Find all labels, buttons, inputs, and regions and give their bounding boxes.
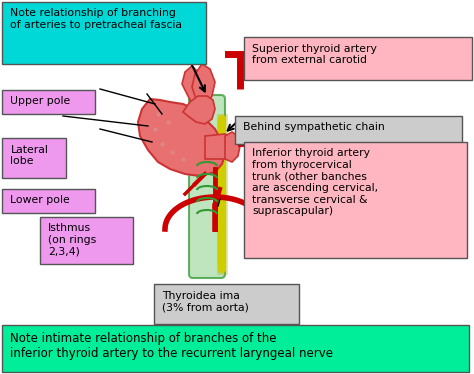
FancyBboxPatch shape bbox=[40, 217, 133, 264]
Polygon shape bbox=[138, 99, 225, 176]
FancyBboxPatch shape bbox=[154, 284, 299, 324]
FancyBboxPatch shape bbox=[2, 138, 66, 178]
Text: Lateral
lobe: Lateral lobe bbox=[10, 145, 48, 166]
Text: Behind sympathetic chain: Behind sympathetic chain bbox=[243, 122, 384, 132]
Text: Thyroidea ima
(3% from aorta): Thyroidea ima (3% from aorta) bbox=[162, 291, 249, 312]
FancyBboxPatch shape bbox=[2, 189, 95, 213]
FancyBboxPatch shape bbox=[244, 37, 472, 80]
FancyBboxPatch shape bbox=[2, 90, 95, 114]
Text: Note intimate relationship of branches of the
inferior thyroid artery to the rec: Note intimate relationship of branches o… bbox=[10, 332, 333, 360]
Polygon shape bbox=[183, 96, 215, 124]
FancyBboxPatch shape bbox=[2, 2, 206, 64]
Polygon shape bbox=[192, 64, 215, 112]
Text: Note relationship of branching
of arteries to pretracheal fascia: Note relationship of branching of arteri… bbox=[10, 8, 182, 30]
Polygon shape bbox=[225, 132, 240, 162]
Text: Inferior thyroid artery
from thyrocervical
trunk (other banches
are ascending ce: Inferior thyroid artery from thyrocervic… bbox=[252, 148, 378, 217]
Text: Isthmus
(on rings
2,3,4): Isthmus (on rings 2,3,4) bbox=[48, 223, 97, 257]
Text: Superior thyroid artery
from external carotid: Superior thyroid artery from external ca… bbox=[252, 44, 377, 65]
Text: Lower pole: Lower pole bbox=[10, 195, 70, 205]
FancyBboxPatch shape bbox=[235, 116, 462, 144]
Polygon shape bbox=[182, 66, 205, 109]
FancyBboxPatch shape bbox=[2, 325, 469, 372]
Text: Upper pole: Upper pole bbox=[10, 96, 71, 106]
Polygon shape bbox=[205, 134, 235, 159]
FancyBboxPatch shape bbox=[244, 142, 467, 258]
FancyBboxPatch shape bbox=[189, 95, 225, 278]
